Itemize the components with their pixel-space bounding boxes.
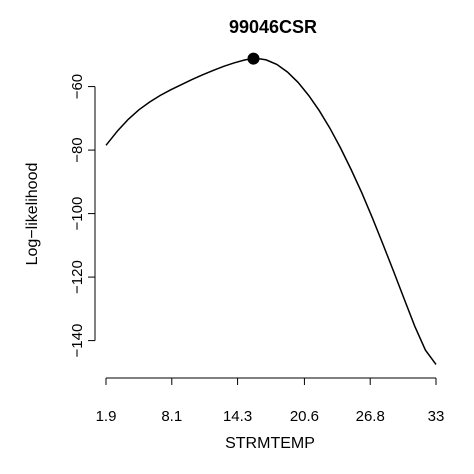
y-tick-label: −80 — [69, 137, 86, 162]
max-likelihood-point — [247, 52, 260, 65]
x-tick-label: 14.3 — [223, 408, 252, 425]
y-axis-title: Log−likelihood — [24, 163, 41, 266]
x-axis-title: STRMTEMP — [225, 435, 315, 452]
x-ticks: 1.9 8.1 14.3 20.6 26.8 33 — [96, 378, 445, 425]
x-tick-label: 33 — [428, 408, 445, 425]
chart-title: 99046CSR — [229, 17, 317, 37]
y-tick-label: −120 — [69, 260, 86, 294]
y-tick-label: −100 — [69, 197, 86, 231]
x-tick-label: 8.1 — [161, 408, 182, 425]
y-tick-label: −60 — [69, 74, 86, 99]
x-tick-label: 1.9 — [96, 408, 117, 425]
plot-area — [105, 52, 437, 365]
x-tick-label: 26.8 — [356, 408, 385, 425]
x-tick-label: 20.6 — [290, 408, 319, 425]
series-line — [105, 57, 437, 365]
y-tick-label: −140 — [69, 324, 86, 358]
y-ticks: −60 −80 −100 −120 −140 — [69, 74, 95, 358]
